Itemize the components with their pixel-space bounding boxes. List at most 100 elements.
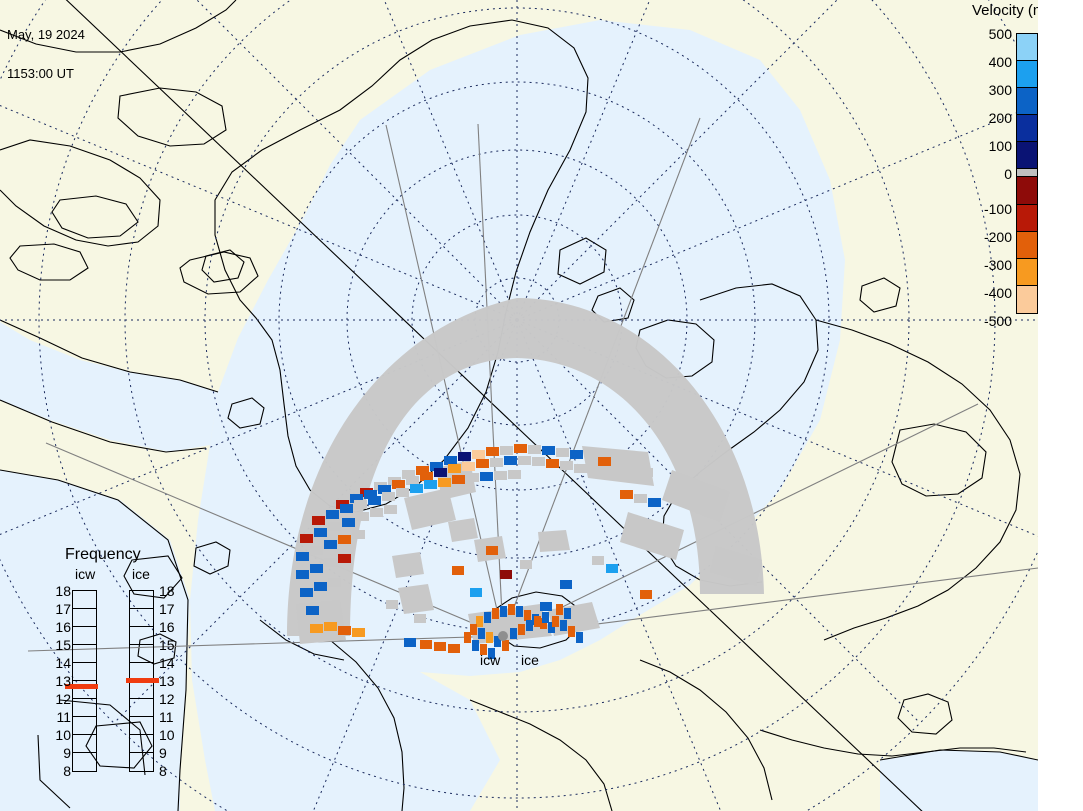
velocity-cell[interactable] <box>640 590 652 599</box>
velocity-cell[interactable] <box>560 580 572 589</box>
velocity-cell[interactable] <box>476 616 483 627</box>
velocity-cell[interactable] <box>378 485 391 494</box>
velocity-cell[interactable] <box>352 530 365 539</box>
velocity-cell[interactable] <box>490 458 503 467</box>
velocity-cell[interactable] <box>300 588 313 597</box>
velocity-cell[interactable] <box>560 620 567 631</box>
velocity-cell[interactable] <box>480 472 493 481</box>
velocity-cell[interactable] <box>486 632 493 643</box>
velocity-colorbar[interactable]: Velocity (m/s) 500 400 300 200 100 0 -100 -200 -… <box>966 0 1038 330</box>
velocity-cell[interactable] <box>464 632 471 643</box>
radar-station-marker[interactable] <box>498 631 508 641</box>
velocity-cell[interactable] <box>502 640 509 651</box>
velocity-cell[interactable] <box>416 466 429 475</box>
velocity-cell[interactable] <box>564 608 571 619</box>
velocity-cell[interactable] <box>470 624 477 635</box>
velocity-cell[interactable] <box>494 636 501 647</box>
velocity-cell[interactable] <box>592 556 604 565</box>
velocity-cell[interactable] <box>338 535 351 544</box>
velocity-cell[interactable] <box>534 616 541 627</box>
velocity-cell[interactable] <box>328 578 341 587</box>
velocity-cell[interactable] <box>634 494 647 503</box>
velocity-cell[interactable] <box>296 570 309 579</box>
velocity-cell[interactable] <box>296 552 309 561</box>
velocity-cell[interactable] <box>488 648 495 659</box>
velocity-cell[interactable] <box>452 475 465 484</box>
velocity-cell[interactable] <box>434 468 447 477</box>
velocity-cell[interactable] <box>470 588 482 597</box>
velocity-cell[interactable] <box>354 500 367 509</box>
velocity-cell[interactable] <box>476 459 489 468</box>
velocity-cell[interactable] <box>382 492 395 501</box>
velocity-cell[interactable] <box>504 456 517 465</box>
velocity-cell[interactable] <box>508 604 515 615</box>
velocity-cell[interactable] <box>472 450 485 459</box>
velocity-cell[interactable] <box>448 644 460 653</box>
velocity-cell[interactable] <box>458 452 471 461</box>
velocity-cell[interactable] <box>494 471 507 480</box>
velocity-cell[interactable] <box>500 606 507 617</box>
velocity-cell[interactable] <box>574 464 587 473</box>
velocity-cell[interactable] <box>576 632 583 643</box>
velocity-cell[interactable] <box>510 628 517 639</box>
velocity-cell[interactable] <box>542 612 549 623</box>
velocity-cell[interactable] <box>352 628 365 637</box>
velocity-cell[interactable] <box>410 484 423 493</box>
velocity-cell[interactable] <box>314 528 327 537</box>
frequency-bar-icw[interactable] <box>65 590 98 772</box>
velocity-cell[interactable] <box>500 570 512 579</box>
velocity-cell[interactable] <box>472 640 479 651</box>
velocity-cell[interactable] <box>448 464 461 473</box>
velocity-cell[interactable] <box>568 626 575 637</box>
velocity-cell[interactable] <box>606 564 618 573</box>
velocity-cell[interactable] <box>532 457 545 466</box>
velocity-cell[interactable] <box>524 610 531 621</box>
velocity-cell[interactable] <box>546 459 559 468</box>
velocity-cell[interactable] <box>368 496 381 505</box>
velocity-cell[interactable] <box>300 534 313 543</box>
velocity-cell[interactable] <box>480 644 487 655</box>
velocity-cell[interactable] <box>420 472 433 481</box>
velocity-cell[interactable] <box>364 490 377 499</box>
velocity-cell[interactable] <box>500 446 513 455</box>
velocity-cell[interactable] <box>648 498 661 507</box>
velocity-cell[interactable] <box>612 460 625 469</box>
velocity-cell[interactable] <box>324 622 337 631</box>
velocity-cell[interactable] <box>310 624 323 633</box>
velocity-cell[interactable] <box>310 546 323 555</box>
velocity-cell[interactable] <box>350 494 363 503</box>
velocity-cell[interactable] <box>462 462 475 471</box>
velocity-cell[interactable] <box>386 600 398 609</box>
velocity-cell[interactable] <box>312 516 325 525</box>
velocity-cell[interactable] <box>560 461 573 470</box>
velocity-cell[interactable] <box>542 446 555 455</box>
frequency-legend[interactable]: Frequency icw ice 18 18 17 17 16 16 15 15 14 14 13… <box>47 546 197 781</box>
velocity-cell[interactable] <box>556 448 569 457</box>
velocity-cell[interactable] <box>570 450 583 459</box>
velocity-cell[interactable] <box>466 473 479 482</box>
velocity-cell[interactable] <box>598 457 611 466</box>
velocity-colorbar-gradient[interactable] <box>1016 33 1038 314</box>
velocity-cell[interactable] <box>320 602 333 611</box>
velocity-cell[interactable] <box>406 476 419 485</box>
velocity-cell[interactable] <box>478 628 485 639</box>
velocity-cell[interactable] <box>518 624 525 635</box>
velocity-cell[interactable] <box>508 470 521 479</box>
velocity-cell[interactable] <box>324 558 337 567</box>
velocity-cell[interactable] <box>402 470 415 479</box>
velocity-cell[interactable] <box>486 447 499 456</box>
velocity-cells-layer[interactable] <box>296 444 661 659</box>
velocity-cell[interactable] <box>370 508 383 517</box>
velocity-cell[interactable] <box>414 614 426 623</box>
map-canvas[interactable] <box>0 0 1038 811</box>
velocity-cell[interactable] <box>356 512 369 521</box>
velocity-cell[interactable] <box>314 582 327 591</box>
frequency-bar-ice[interactable] <box>126 590 159 772</box>
velocity-cell[interactable] <box>342 518 355 527</box>
velocity-cell[interactable] <box>340 504 353 513</box>
velocity-cell[interactable] <box>404 638 416 647</box>
velocity-cell[interactable] <box>430 462 443 471</box>
velocity-cell[interactable] <box>552 616 559 627</box>
velocity-cell[interactable] <box>518 456 531 465</box>
velocity-cell[interactable] <box>384 505 397 514</box>
